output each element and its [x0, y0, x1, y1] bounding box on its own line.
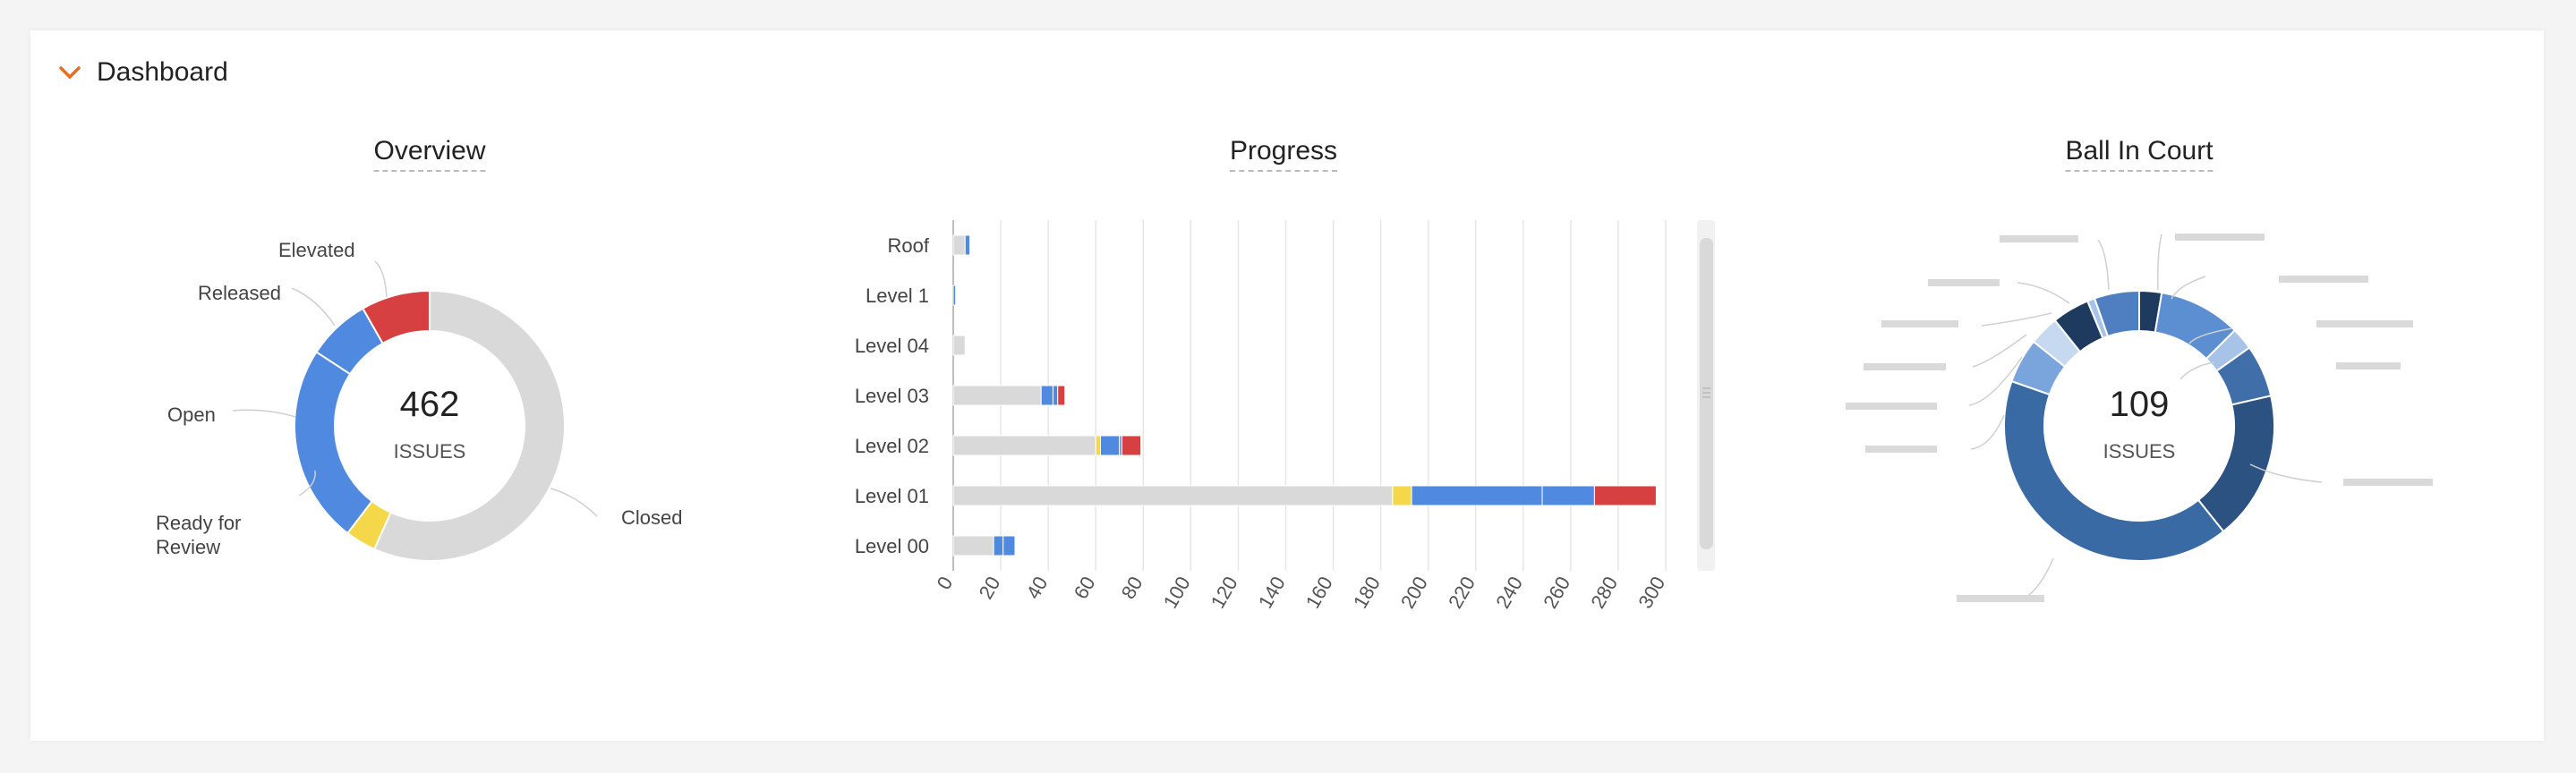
progress-bar-segment[interactable]: [1541, 485, 1595, 506]
overview-slice[interactable]: [294, 351, 374, 535]
progress-tick-label: 140: [1254, 573, 1290, 612]
ball-in-court-slice[interactable]: [2002, 379, 2225, 562]
scrollbar-grip-icon: [1702, 387, 1710, 398]
progress-bar-segment[interactable]: [1057, 385, 1066, 406]
overview-slice[interactable]: [362, 289, 431, 345]
overview-title: Overview: [373, 136, 486, 172]
overview-label-released: Released: [198, 282, 281, 304]
progress-tick-label: 80: [1117, 573, 1147, 603]
ball-in-court-slice[interactable]: [2093, 289, 2140, 338]
ball-in-court-total-label: ISSUES: [2103, 440, 2176, 463]
overview-leader-lines: [232, 260, 598, 517]
progress-tick-label: 160: [1301, 573, 1337, 612]
progress-scrollbar[interactable]: [1697, 220, 1715, 571]
progress-category-label: Level 02: [855, 435, 929, 457]
progress-bar-segment[interactable]: [952, 234, 966, 256]
ball-in-court-title: Ball In Court: [2065, 136, 2213, 172]
dashboard-card: Dashboard Overview Progress Ball In Cour…: [30, 30, 2544, 741]
ball-in-court-label-placeholders: [1846, 234, 2433, 602]
progress-bar-segment[interactable]: [952, 485, 1394, 506]
progress-tick-label: 0: [933, 573, 958, 593]
progress-tick-label: 260: [1539, 573, 1574, 612]
progress-bar-segment[interactable]: [1121, 435, 1142, 456]
progress-bar-segment[interactable]: [952, 335, 966, 356]
overview-total-label: ISSUES: [394, 440, 466, 463]
progress-tick-label: 200: [1396, 573, 1432, 612]
progress-tick-label: 240: [1491, 573, 1527, 612]
progress-tick-label: 40: [1022, 573, 1053, 603]
progress-bars[interactable]: [952, 234, 1657, 556]
progress-category-label: Level 00: [855, 535, 929, 557]
progress-bar-segment[interactable]: [1411, 485, 1543, 506]
ball-in-court-slice[interactable]: [2196, 395, 2275, 533]
progress-tick-label: 60: [1070, 573, 1100, 603]
progress-bar-segment[interactable]: [964, 234, 971, 256]
progress-bar-segment[interactable]: [952, 285, 957, 306]
progress-category-label: Level 03: [855, 385, 929, 407]
progress-bar-segment[interactable]: [952, 435, 1096, 456]
progress-bar-segment[interactable]: [952, 385, 1042, 406]
progress-tick-label: 180: [1349, 573, 1385, 612]
progress-category-labels: Roof Level 1 Level 04 Level 03 Level 02 Level…: [855, 234, 930, 557]
progress-category-label: Roof: [888, 234, 930, 257]
progress-title: Progress: [1229, 136, 1338, 172]
dashboard-header[interactable]: Dashboard: [55, 57, 228, 88]
progress-tick-label: 100: [1159, 573, 1195, 612]
progress-tick-label: 280: [1586, 573, 1622, 612]
overview-label-elevated: Elevated: [278, 239, 355, 261]
overview-label-closed: Closed: [621, 506, 682, 529]
progress-tick-label: 300: [1633, 573, 1669, 612]
progress-bar-segment[interactable]: [1392, 485, 1412, 506]
progress-category-label: Level 1: [866, 285, 929, 307]
progress-category-label: Level 04: [855, 335, 929, 357]
overview-slice[interactable]: [372, 289, 566, 562]
progress-bar-segment[interactable]: [1593, 485, 1657, 506]
overview-label-open: Open: [167, 403, 216, 426]
progress-tick-labels: 0 20 40 60 80 100 120 140 160 180 200 220 240 260 280 3…: [933, 573, 1670, 612]
progress-category-label: Level 01: [855, 485, 929, 507]
progress-tick-label: 120: [1207, 573, 1242, 612]
progress-bar-segment[interactable]: [1100, 435, 1121, 456]
progress-tick-label: 220: [1444, 573, 1480, 612]
ball-in-court-donut[interactable]: [2002, 289, 2275, 562]
progress-bar-segment[interactable]: [1052, 385, 1059, 406]
progress-bar-segment[interactable]: [952, 535, 994, 556]
overview-donut[interactable]: [294, 289, 566, 562]
overview-label-ready: Ready for Review: [156, 512, 241, 558]
progress-bar-segment[interactable]: [1040, 385, 1053, 406]
progress-bar-segment[interactable]: [1002, 535, 1016, 556]
ball-in-court-leader-lines: [1968, 234, 2323, 599]
overview-total: 462: [400, 385, 460, 424]
progress-bar-segment[interactable]: [1095, 435, 1102, 456]
dashboard-charts: Elevated Released Open Ready for Review C…: [156, 220, 2433, 612]
ball-in-court-total: 109: [2110, 385, 2170, 424]
dashboard-title: Dashboard: [97, 57, 228, 87]
progress-tick-label: 20: [975, 573, 1005, 603]
chevron-down-icon[interactable]: [55, 58, 84, 87]
progress-bar-segment[interactable]: [993, 535, 1004, 556]
